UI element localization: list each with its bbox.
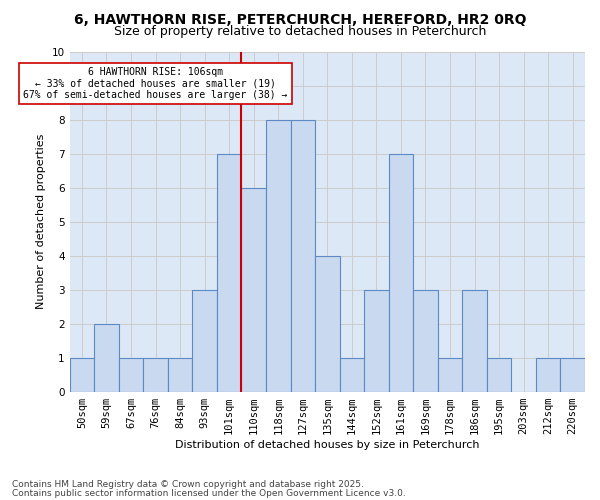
Bar	[143, 358, 168, 392]
Text: Contains public sector information licensed under the Open Government Licence v3: Contains public sector information licen…	[12, 489, 406, 498]
Bar	[290, 120, 315, 392]
Bar	[193, 290, 217, 392]
Y-axis label: Number of detached properties: Number of detached properties	[36, 134, 46, 310]
Bar	[94, 324, 119, 392]
Text: Contains HM Land Registry data © Crown copyright and database right 2025.: Contains HM Land Registry data © Crown c…	[12, 480, 364, 489]
Text: 6 HAWTHORN RISE: 106sqm
← 33% of detached houses are smaller (19)
67% of semi-de: 6 HAWTHORN RISE: 106sqm ← 33% of detache…	[23, 67, 288, 100]
Text: Size of property relative to detached houses in Peterchurch: Size of property relative to detached ho…	[114, 25, 486, 38]
Bar	[168, 358, 193, 392]
Bar	[70, 358, 94, 392]
Bar	[536, 358, 560, 392]
Bar	[217, 154, 241, 392]
Bar	[389, 154, 413, 392]
Bar	[266, 120, 290, 392]
Bar	[315, 256, 340, 392]
Bar	[438, 358, 463, 392]
Bar	[487, 358, 511, 392]
Bar	[241, 188, 266, 392]
Bar	[119, 358, 143, 392]
Bar	[364, 290, 389, 392]
Text: 6, HAWTHORN RISE, PETERCHURCH, HEREFORD, HR2 0RQ: 6, HAWTHORN RISE, PETERCHURCH, HEREFORD,…	[74, 12, 526, 26]
Bar	[413, 290, 438, 392]
Bar	[560, 358, 585, 392]
Bar	[463, 290, 487, 392]
X-axis label: Distribution of detached houses by size in Peterchurch: Distribution of detached houses by size …	[175, 440, 479, 450]
Bar	[340, 358, 364, 392]
